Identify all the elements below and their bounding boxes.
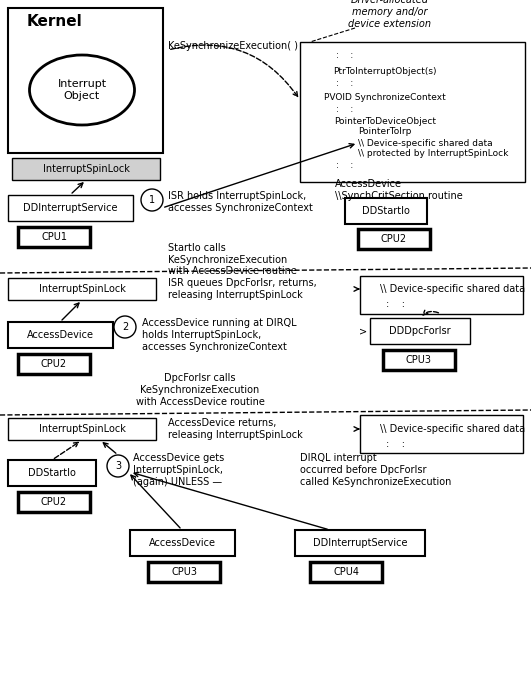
Text: 1: 1 <box>149 195 155 205</box>
Text: CPU3: CPU3 <box>406 355 432 365</box>
Text: DDStartIo: DDStartIo <box>362 206 410 216</box>
Text: :    :: : : <box>336 160 354 170</box>
Bar <box>8 460 96 486</box>
Text: >: > <box>359 326 367 336</box>
Bar <box>8 195 133 221</box>
Bar <box>360 415 523 453</box>
Text: 3: 3 <box>115 461 121 471</box>
Text: CPU1: CPU1 <box>41 232 67 242</box>
Text: AccessDevice
\\SynchCritSection routine: AccessDevice \\SynchCritSection routine <box>335 179 463 201</box>
Text: PVOID SynchronizeContext: PVOID SynchronizeContext <box>324 92 446 101</box>
FancyArrowPatch shape <box>134 473 327 529</box>
Text: AccessDevice: AccessDevice <box>149 538 216 548</box>
Bar <box>345 198 427 224</box>
Text: Driver-allocated
memory and/or
device extension: Driver-allocated memory and/or device ex… <box>348 0 432 29</box>
FancyArrowPatch shape <box>170 45 297 96</box>
Text: :    :: : : <box>336 79 354 88</box>
Text: CPU2: CPU2 <box>41 359 67 369</box>
Text: :    :: : : <box>336 52 354 60</box>
Text: DDDpcForIsr: DDDpcForIsr <box>389 326 451 336</box>
Text: InterruptSpinLock: InterruptSpinLock <box>39 424 125 434</box>
Text: InterruptSpinLock: InterruptSpinLock <box>39 284 125 294</box>
Bar <box>18 227 90 247</box>
Text: DIRQL interrupt
occurred before DpcForIsr
called KeSynchronizeExecution: DIRQL interrupt occurred before DpcForIs… <box>300 454 451 487</box>
Text: PointerToDeviceObject: PointerToDeviceObject <box>334 117 436 126</box>
Text: :    :: : : <box>386 299 405 309</box>
FancyArrowPatch shape <box>54 443 79 458</box>
Text: PointerToIrp: PointerToIrp <box>358 128 412 136</box>
Bar <box>12 158 160 180</box>
Bar <box>383 350 455 370</box>
Text: CPU4: CPU4 <box>333 567 359 577</box>
Bar <box>8 278 156 300</box>
Text: :    :: : : <box>386 439 405 449</box>
Text: AccessDevice running at DIRQL
holds InterruptSpinLock,
accesses SynchronizeConte: AccessDevice running at DIRQL holds Inte… <box>142 318 297 352</box>
Text: InterruptSpinLock: InterruptSpinLock <box>42 164 130 174</box>
FancyArrowPatch shape <box>62 303 79 320</box>
FancyArrowPatch shape <box>354 427 358 431</box>
Text: AccessDevice gets
InterruptSpinLock,
(again) UNLESS —: AccessDevice gets InterruptSpinLock, (ag… <box>133 454 224 487</box>
Text: DDInterruptService: DDInterruptService <box>23 203 117 213</box>
Bar <box>300 42 525 182</box>
Text: AccessDevice returns,
releasing InterruptSpinLock: AccessDevice returns, releasing Interrup… <box>168 418 303 440</box>
Text: \\ Device-specific shared data: \\ Device-specific shared data <box>380 424 525 434</box>
Text: DDStartIo: DDStartIo <box>28 468 76 478</box>
Ellipse shape <box>30 55 134 125</box>
Text: ISR holds InterruptSpinLock,
accesses SynchronizeContext: ISR holds InterruptSpinLock, accesses Sy… <box>168 191 313 213</box>
Text: CPU3: CPU3 <box>171 567 197 577</box>
Bar <box>295 530 425 556</box>
Text: DDInterruptService: DDInterruptService <box>313 538 407 548</box>
FancyArrowPatch shape <box>104 443 116 453</box>
Text: AccessDevice: AccessDevice <box>27 330 93 340</box>
Bar <box>148 562 220 582</box>
Text: \\ Device-specific shared data: \\ Device-specific shared data <box>380 284 525 294</box>
Text: Kernel: Kernel <box>27 14 83 29</box>
Text: \\ protected by InterruptSpinLock: \\ protected by InterruptSpinLock <box>358 149 508 158</box>
Bar <box>358 229 430 249</box>
Bar <box>18 354 90 374</box>
Text: DpcForIsr calls
KeSynchronizeExecution
with AccessDevice routine: DpcForIsr calls KeSynchronizeExecution w… <box>135 373 264 407</box>
FancyArrowPatch shape <box>165 144 354 207</box>
FancyArrowPatch shape <box>72 183 83 193</box>
Bar <box>310 562 382 582</box>
Text: CPU2: CPU2 <box>381 234 407 244</box>
Text: Interrupt
Object: Interrupt Object <box>57 79 107 100</box>
FancyArrowPatch shape <box>423 310 439 315</box>
Bar <box>360 276 523 314</box>
Bar <box>18 492 90 512</box>
Text: :    :: : : <box>336 105 354 115</box>
Text: KeSynchronizeExecution( ): KeSynchronizeExecution( ) <box>168 41 298 51</box>
Text: StartIo calls
KeSynchronizeExecution
with AccessDevice routine: StartIo calls KeSynchronizeExecution wit… <box>168 243 297 276</box>
Bar <box>8 418 156 440</box>
FancyArrowPatch shape <box>354 287 358 291</box>
Bar <box>8 8 163 153</box>
Text: CPU2: CPU2 <box>41 497 67 507</box>
Bar <box>370 318 470 344</box>
FancyArrowPatch shape <box>131 475 180 528</box>
Text: \\ Device-specific shared data: \\ Device-specific shared data <box>358 139 493 147</box>
Text: PtrToInterruptObject(s): PtrToInterruptObject(s) <box>333 67 437 75</box>
Text: ISR queues DpcForIsr, returns,
releasing InterruptSpinLock: ISR queues DpcForIsr, returns, releasing… <box>168 278 317 300</box>
Text: 2: 2 <box>122 322 128 332</box>
Bar <box>130 530 235 556</box>
Bar <box>8 322 113 348</box>
